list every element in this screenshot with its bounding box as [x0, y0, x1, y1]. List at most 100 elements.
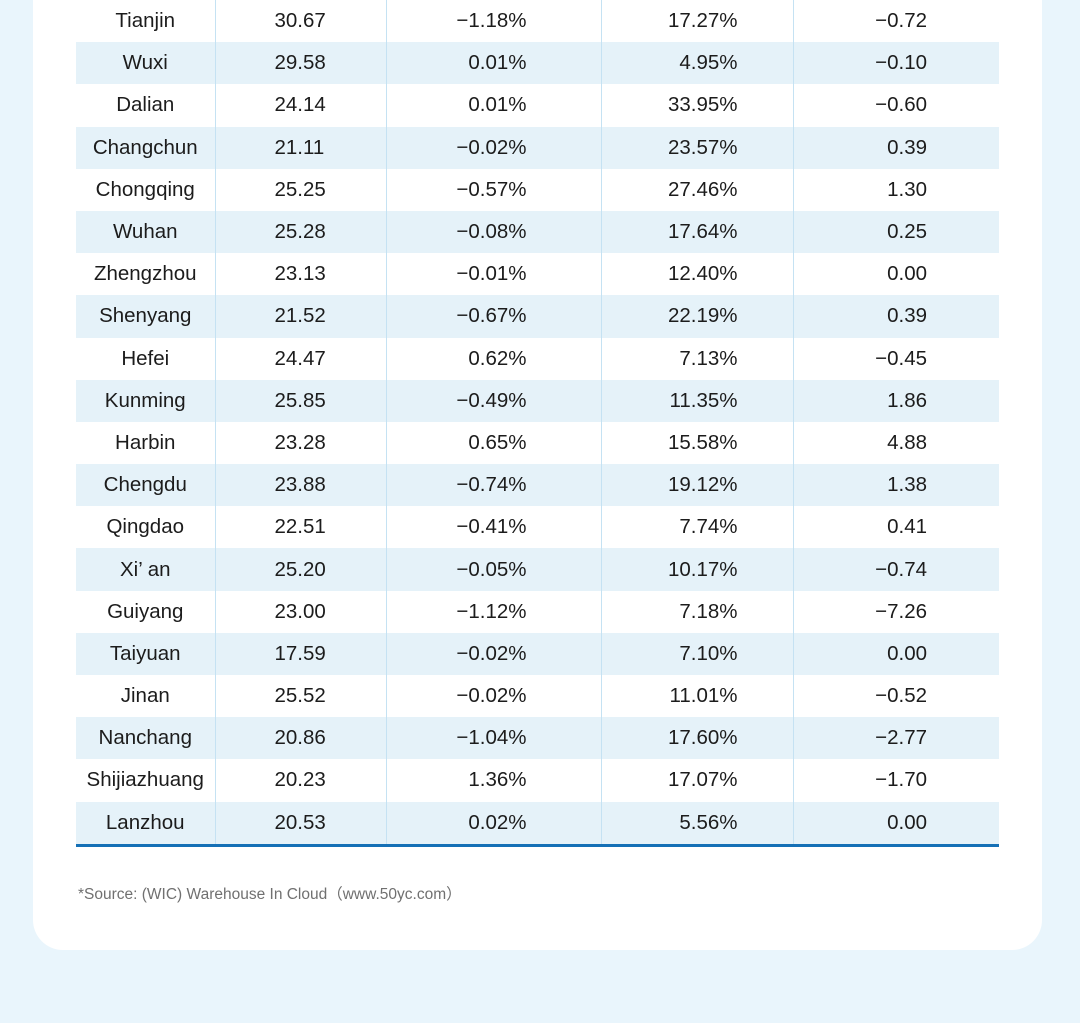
rent-price-cell: 23.88 [214, 464, 386, 507]
city-cell: Kunming [76, 379, 215, 422]
rent-change-cell: −0.74% [385, 464, 601, 507]
rent-price-cell: 20.86 [214, 717, 386, 760]
city-cell: Qingdao [106, 515, 184, 539]
vacancy-rate-cell: 17.64% [600, 210, 793, 254]
rent-price-cell: 30.67 [214, 0, 386, 43]
rent-change-cell: −0.02% [385, 632, 601, 675]
city-cell: Nanchang [76, 717, 215, 760]
rent-change-cell: 0.65% [385, 421, 601, 465]
rent-price-cell: 23.00 [214, 590, 386, 633]
rent-change-cell: −0.67% [385, 295, 601, 338]
rent-price-cell: 25.20 [214, 548, 386, 591]
city-cell: Shenyang [76, 295, 215, 338]
rent-price-cell: 25.52 [214, 675, 386, 718]
city-cell: Jinan [120, 684, 170, 708]
rent-price-cell: 24.47 [214, 337, 386, 380]
rent-change-cell: 1.36% [385, 759, 601, 802]
table-body: Tianjin 30.67 −1.18% 17.27% −0.72 Wuxi 29.58 0.… [76, 0, 999, 844]
vacancy-change-cell: −7.26 [792, 590, 999, 633]
table-row: Taiyuan 17.59 −0.02% 7.10% 0.00 [76, 632, 999, 675]
city-cell: Chongqing [95, 177, 195, 201]
city-cell: Taiyuan [76, 632, 215, 675]
data-table: Tianjin 30.67 −1.18% 17.27% −0.72 Wuxi 29.58 0.… [76, 0, 999, 844]
city-cell: Wuxi [76, 42, 215, 85]
vacancy-rate-cell: 22.19% [600, 295, 793, 338]
vacancy-rate-cell: 11.35% [600, 379, 793, 422]
vacancy-change-cell: 0.25 [792, 210, 999, 254]
rent-price-cell: 24.14 [214, 84, 386, 127]
rent-price-cell: 17.59 [214, 632, 386, 675]
vacancy-rate-cell: 23.57% [600, 126, 793, 169]
table-row: Xi’ an 25.20 −0.05% 10.17% −0.74 [76, 548, 999, 591]
rent-change-cell: −1.18% [385, 0, 601, 43]
city-cell: Harbin [115, 430, 176, 454]
vacancy-change-cell: −0.74 [792, 548, 999, 591]
city-cell: Zhengzhou [93, 262, 197, 286]
rent-change-cell: −0.57% [385, 168, 601, 211]
vacancy-change-cell: 4.88 [792, 421, 999, 465]
rent-change-cell: −0.05% [385, 548, 601, 591]
table-row: Zhengzhou 23.13 −0.01% 12.40% 0.00 [76, 253, 999, 296]
vacancy-change-cell: 1.30 [792, 168, 999, 211]
vacancy-rate-cell: 7.74% [600, 506, 793, 549]
rent-change-cell: −0.01% [385, 253, 601, 296]
vacancy-change-cell: −2.77 [792, 717, 999, 760]
vacancy-change-cell: 1.86 [792, 379, 999, 422]
rent-price-cell: 29.58 [214, 42, 386, 85]
table-row: Changchun 21.11 −0.02% 23.57% 0.39 [76, 126, 999, 169]
rent-change-cell: −0.49% [385, 379, 601, 422]
rent-change-cell: 0.01% [385, 42, 601, 85]
vacancy-change-cell: −0.72 [792, 0, 999, 43]
rent-change-cell: 0.62% [385, 337, 601, 380]
vacancy-rate-cell: 7.18% [600, 590, 793, 633]
vacancy-rate-cell: 11.01% [600, 675, 793, 718]
city-cell: Shijiazhuang [86, 768, 204, 792]
rent-change-cell: −0.02% [385, 675, 601, 718]
vacancy-rate-cell: 5.56% [600, 801, 793, 844]
table-bottom-rule [76, 843, 999, 847]
vacancy-change-cell: 0.00 [792, 253, 999, 296]
rent-change-cell: −1.12% [385, 590, 601, 633]
vacancy-rate-cell: 17.60% [600, 717, 793, 760]
rent-price-cell: 21.11 [214, 126, 386, 169]
city-cell: Dalian [116, 93, 175, 117]
table-row: Harbin 23.28 0.65% 15.58% 4.88 [76, 421, 999, 465]
table-row: Wuxi 29.58 0.01% 4.95% −0.10 [76, 42, 999, 85]
vacancy-change-cell: −1.70 [792, 759, 999, 802]
vacancy-change-cell: −0.45 [792, 337, 999, 380]
table-row: Qingdao 22.51 −0.41% 7.74% 0.41 [76, 506, 999, 549]
city-cell: Changchun [76, 126, 215, 169]
rent-price-cell: 23.13 [214, 253, 386, 296]
rent-price-cell: 22.51 [214, 506, 386, 549]
vacancy-change-cell: −0.10 [792, 42, 999, 85]
vacancy-rate-cell: 10.17% [600, 548, 793, 591]
rent-price-cell: 25.85 [214, 379, 386, 422]
vacancy-rate-cell: 7.10% [600, 632, 793, 675]
rent-change-cell: 0.01% [385, 84, 601, 127]
rent-change-cell: −0.08% [385, 210, 601, 254]
city-cell: Guiyang [107, 599, 184, 623]
city-cell: Xi’ an [76, 548, 215, 591]
table-row: Jinan 25.52 −0.02% 11.01% −0.52 [76, 675, 999, 718]
city-cell: Chengdu [76, 464, 215, 507]
warehouse-rent-table: Tianjin 30.67 −1.18% 17.27% −0.72 Wuxi 29.58 0.… [76, 0, 999, 847]
rent-change-cell: −0.41% [385, 506, 601, 549]
city-cell: Lanzhou [76, 801, 215, 844]
vacancy-change-cell: 0.39 [792, 126, 999, 169]
table-row: Lanzhou 20.53 0.02% 5.56% 0.00 [76, 801, 999, 844]
vacancy-rate-cell: 4.95% [600, 42, 793, 85]
vacancy-rate-cell: 17.27% [600, 0, 793, 43]
vacancy-rate-cell: 27.46% [600, 168, 793, 211]
table-row: Wuhan 25.28 −0.08% 17.64% 0.25 [76, 210, 999, 254]
table-row: Chengdu 23.88 −0.74% 19.12% 1.38 [76, 464, 999, 507]
vacancy-rate-cell: 7.13% [600, 337, 793, 380]
rent-change-cell: −0.02% [385, 126, 601, 169]
vacancy-rate-cell: 12.40% [600, 253, 793, 296]
vacancy-change-cell: 0.00 [792, 801, 999, 844]
source-note: *Source: (WIC) Warehouse In Cloud（www.50… [78, 886, 462, 903]
vacancy-change-cell: −0.60 [792, 84, 999, 127]
vacancy-change-cell: 0.41 [792, 506, 999, 549]
table-row: Shenyang 21.52 −0.67% 22.19% 0.39 [76, 295, 999, 338]
vacancy-change-cell: 0.39 [792, 295, 999, 338]
table-row: Tianjin 30.67 −1.18% 17.27% −0.72 [76, 0, 999, 43]
